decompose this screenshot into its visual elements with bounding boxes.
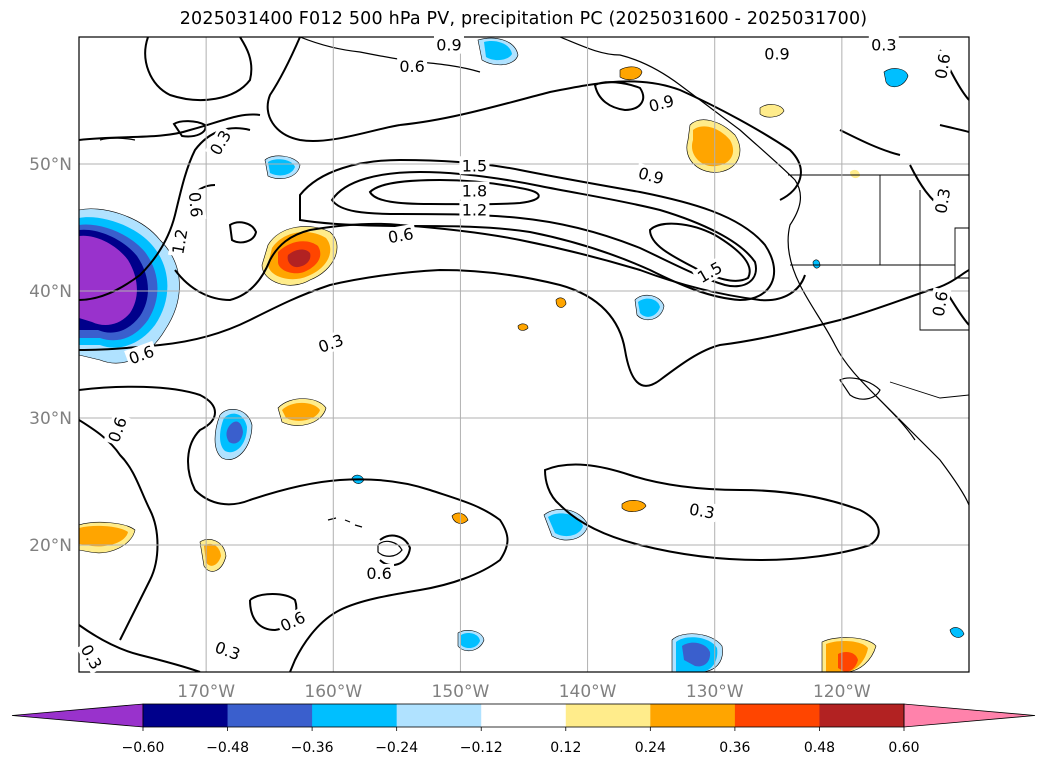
contour-label-bg	[762, 44, 793, 63]
coastlines	[99, 37, 969, 557]
contour-label-bg	[313, 329, 348, 357]
contour-label: 0.9	[636, 163, 666, 188]
colorbar-bin	[650, 704, 736, 727]
contour-label-bg	[685, 499, 719, 523]
contour-label: 1.5	[462, 156, 487, 175]
lon-tick-label: 130°W	[686, 682, 744, 702]
contour-label-bg	[459, 200, 490, 219]
colorbar-bin	[481, 704, 567, 727]
colorbar-tick-label: 0.60	[888, 740, 919, 756]
colorbar-tick-label: −0.24	[375, 740, 418, 756]
pv-contours	[79, 37, 969, 672]
contour-label-bg	[868, 35, 899, 54]
contour-label: 1.2	[462, 201, 487, 220]
contour-label: 0.6	[387, 224, 415, 247]
contour-label: 0.9	[647, 91, 677, 116]
contour-label-bg	[433, 35, 464, 54]
contour-label: 1.8	[462, 182, 487, 201]
lat-tick-label: 30°N	[29, 409, 72, 429]
colorbar-tick-label: 0.12	[550, 740, 581, 756]
lon-tick-label: 150°W	[432, 682, 490, 702]
contour-label-bg	[124, 340, 159, 369]
colorbar-bin	[312, 704, 398, 727]
contour-label-bg	[364, 563, 395, 582]
contour-label-bg	[928, 287, 952, 321]
lat-tick-label: 50°N	[29, 155, 72, 175]
colorbar-tick-label: 0.48	[804, 740, 835, 756]
colorbar-bin	[565, 704, 651, 727]
lon-tick-label: 160°W	[304, 682, 362, 702]
contour-label: 0.3	[688, 500, 716, 523]
contour-label-bg	[634, 162, 668, 189]
colorbar-extend-high	[903, 703, 1036, 728]
colorbar-tick-label: −0.60	[122, 740, 165, 756]
contour-label-bg	[397, 57, 428, 76]
contour-label: 0.3	[871, 36, 896, 55]
contour-label-bg	[459, 181, 490, 200]
contour-labels: 0.90.60.9 0.30.60.90.31.51.81.20.90.61.2 0…	[76, 35, 954, 675]
contour-label: 0.6	[399, 57, 424, 76]
contour-label-bg	[644, 90, 679, 116]
contour-label-bg	[210, 636, 245, 664]
colorbar-frame	[142, 703, 905, 728]
political-borders	[788, 174, 969, 399]
contour-label: 0.9	[436, 36, 461, 55]
colorbar-bin	[143, 704, 229, 727]
colorbar-tick-label: −0.36	[291, 740, 334, 756]
contour-label-bg	[930, 49, 954, 83]
gridlines	[79, 37, 969, 672]
lon-tick-label: 170°W	[177, 682, 235, 702]
colorbar-tick-label: 0.24	[635, 740, 666, 756]
colorbar-bin	[227, 704, 313, 727]
lon-tick-label: 140°W	[559, 682, 617, 702]
contour-label-bg	[167, 225, 191, 258]
contour-label: 0.3	[931, 187, 954, 215]
contour-label-bg	[76, 639, 108, 675]
lat-tick-label: 20°N	[29, 536, 72, 556]
colorbar-bin	[819, 704, 905, 727]
contour-label: 0.6	[931, 52, 954, 80]
colorbar-bin	[396, 704, 482, 727]
contour-label-bg	[384, 223, 418, 247]
contour-label: 1.2	[168, 227, 191, 255]
precipitation-shading	[79, 37, 965, 672]
lat-tick-label: 40°N	[29, 282, 72, 302]
colorbar-tick-label: 0.36	[719, 740, 750, 756]
contour-label: 0.9	[764, 45, 789, 64]
axis-ticks: 170°W 160°W 150°W 140°W 130°W 120°W 20°N 30°N 40…	[29, 155, 871, 702]
colorbar-tick-label: −0.48	[206, 740, 249, 756]
contour-label: 0.6	[366, 564, 391, 583]
colorbar-extend-low	[11, 703, 144, 728]
contour-label-bg	[459, 156, 490, 175]
chart-title: 2025031400 F012 500 hPa PV, precipitatio…	[179, 9, 868, 29]
contour-label-bg	[185, 188, 207, 221]
contour-label: 0.6	[929, 290, 952, 318]
colorbar-bin	[734, 704, 820, 727]
contour-label-bg	[204, 124, 236, 160]
colorbar: −0.60 −0.48 −0.36 −0.24 −0.12 0.12 0.24 0.36 0.4…	[11, 703, 1036, 756]
contour-label-bg	[103, 412, 131, 447]
colorbar-tick-label: −0.12	[460, 740, 503, 756]
lon-tick-label: 120°W	[813, 682, 871, 702]
map-frame	[78, 36, 970, 673]
contour-label: 0.6	[185, 191, 206, 218]
contour-label-bg	[930, 184, 954, 218]
contour-label-bg	[692, 256, 728, 288]
contour-label-bg	[275, 606, 310, 636]
